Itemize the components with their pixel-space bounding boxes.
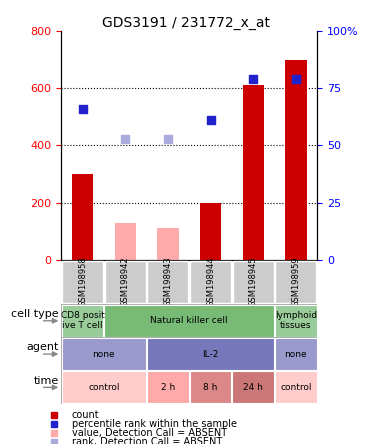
Text: GSM198945: GSM198945 — [249, 257, 258, 307]
Bar — [157, 228, 178, 260]
Bar — [62, 372, 146, 404]
Text: percentile rank within the sample: percentile rank within the sample — [72, 419, 237, 429]
Bar — [275, 305, 317, 337]
Bar — [275, 338, 317, 370]
Bar — [104, 305, 274, 337]
Text: GSM198944: GSM198944 — [206, 257, 215, 307]
Text: none: none — [93, 349, 115, 359]
Bar — [190, 261, 231, 303]
Bar — [62, 261, 103, 303]
Bar — [233, 261, 274, 303]
Text: none: none — [285, 349, 307, 359]
Point — [250, 75, 256, 83]
Bar — [105, 261, 146, 303]
Point — [293, 75, 299, 83]
Text: CD8 posit
ive T cell: CD8 posit ive T cell — [60, 311, 105, 330]
Text: Natural killer cell: Natural killer cell — [150, 316, 228, 325]
Text: cell type: cell type — [11, 309, 59, 319]
Bar — [275, 372, 317, 404]
Text: rank, Detection Call = ABSENT: rank, Detection Call = ABSENT — [72, 436, 222, 444]
Text: lymphoid
tissues: lymphoid tissues — [275, 311, 317, 330]
Text: 8 h: 8 h — [203, 383, 218, 392]
Bar — [200, 202, 221, 260]
Bar — [72, 174, 93, 260]
Bar — [232, 372, 274, 404]
Text: IL-2: IL-2 — [202, 349, 219, 359]
Text: 2 h: 2 h — [161, 383, 175, 392]
Bar — [243, 85, 264, 260]
Bar — [147, 261, 188, 303]
Point — [207, 117, 213, 124]
Text: value, Detection Call = ABSENT: value, Detection Call = ABSENT — [72, 428, 227, 438]
Bar — [275, 261, 316, 303]
Text: GDS3191 / 231772_x_at: GDS3191 / 231772_x_at — [102, 16, 269, 30]
Bar — [147, 372, 189, 404]
Bar — [62, 338, 146, 370]
Text: GSM198958: GSM198958 — [78, 257, 87, 307]
Text: time: time — [33, 376, 59, 386]
Text: control: control — [88, 383, 119, 392]
Point — [122, 135, 128, 142]
Text: count: count — [72, 410, 99, 420]
Bar — [147, 338, 274, 370]
Bar — [285, 59, 306, 260]
Text: GSM198959: GSM198959 — [291, 257, 301, 307]
Text: GSM198943: GSM198943 — [163, 257, 173, 307]
Point — [165, 135, 171, 142]
Bar — [62, 305, 104, 337]
Text: agent: agent — [26, 342, 59, 353]
Bar — [190, 372, 232, 404]
Text: GSM198942: GSM198942 — [121, 257, 130, 307]
Text: control: control — [280, 383, 312, 392]
Point — [79, 105, 85, 112]
Text: 24 h: 24 h — [243, 383, 263, 392]
Bar — [115, 222, 136, 260]
